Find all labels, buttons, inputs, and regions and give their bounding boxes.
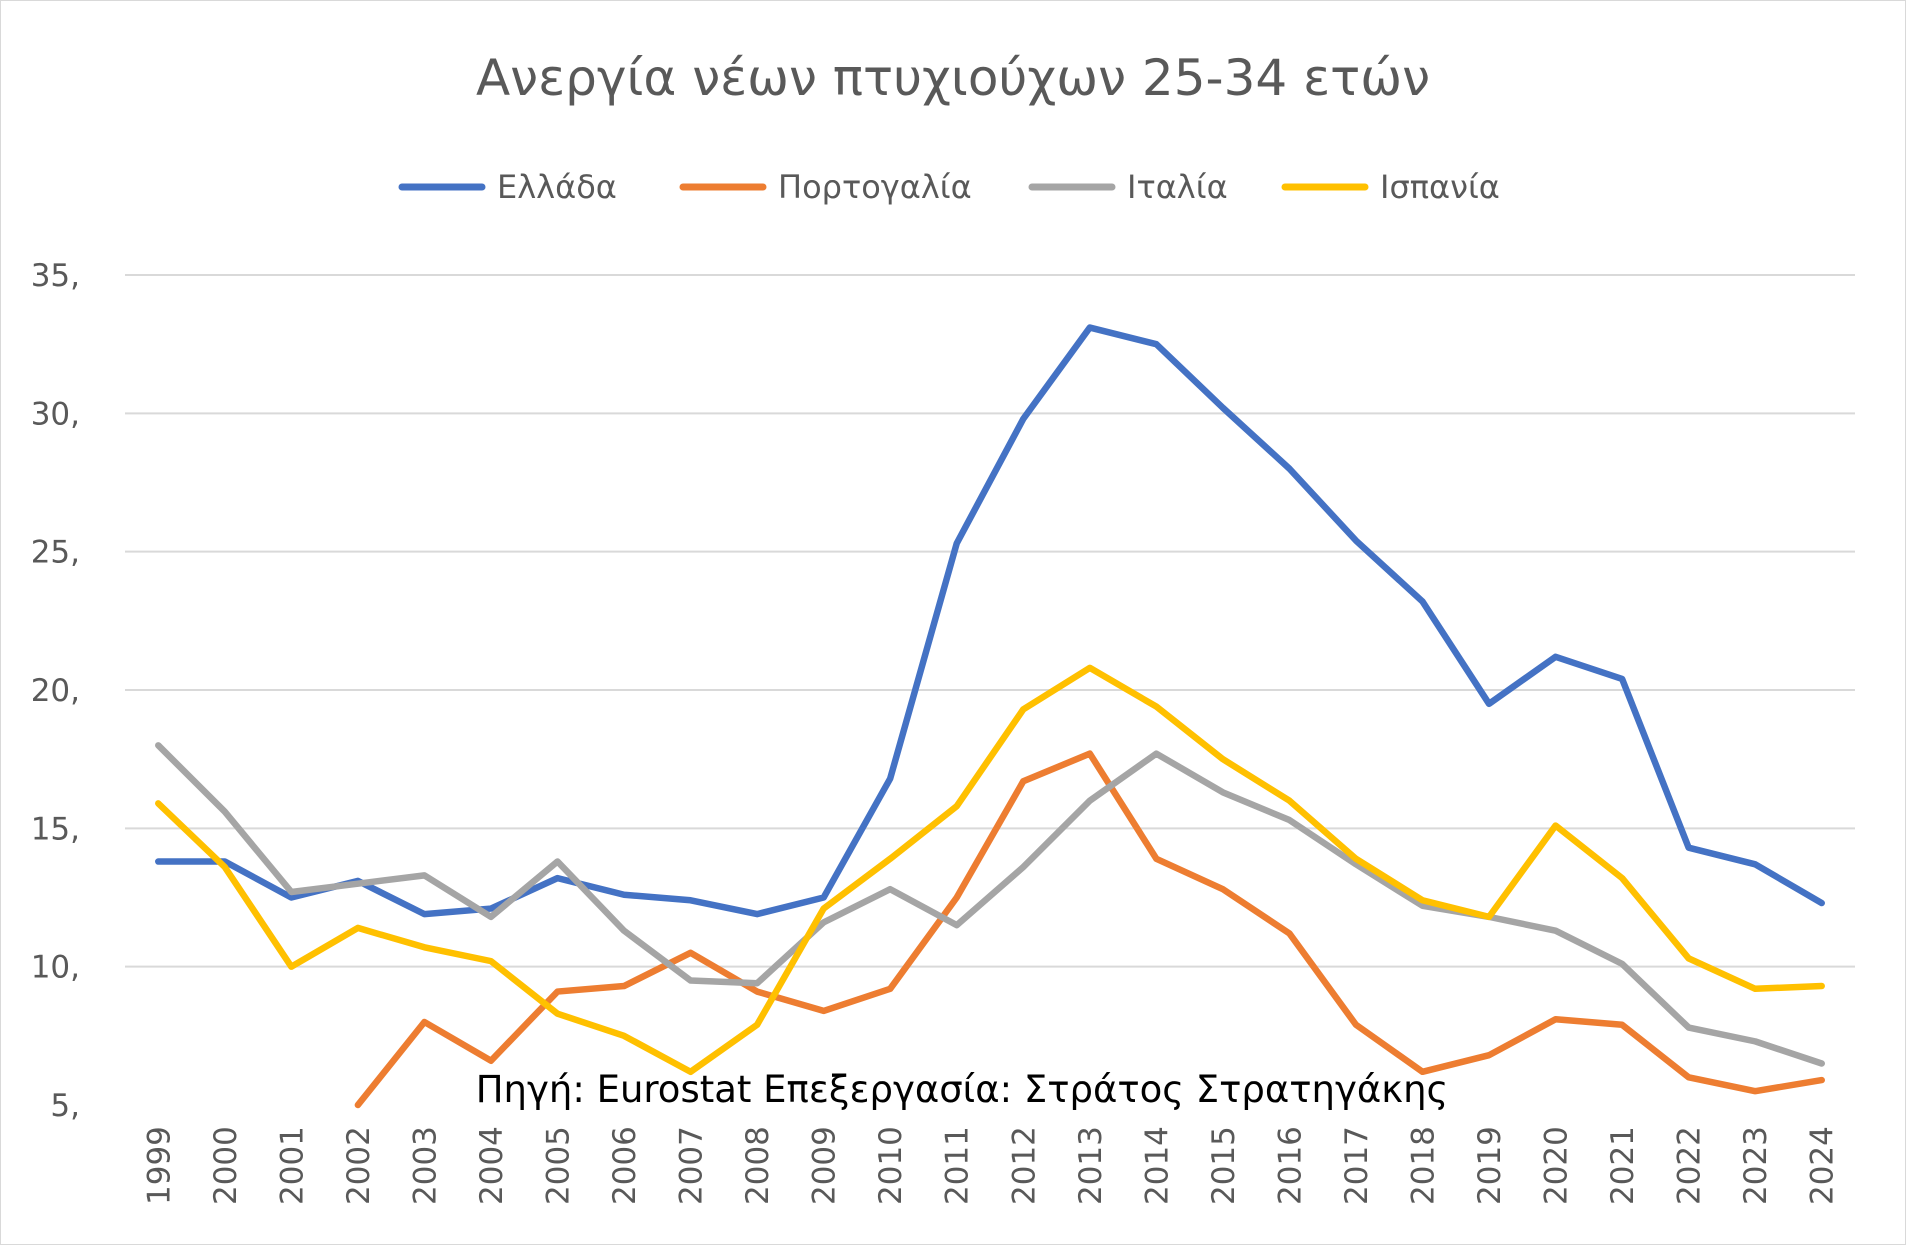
x-tick-label: 2002 xyxy=(341,1126,377,1205)
x-tick-label: 2022 xyxy=(1672,1126,1708,1205)
chart-title: Ανεργία νέων πτυχιούχων 25-34 ετών xyxy=(476,49,1430,107)
x-tick-label: 2005 xyxy=(541,1126,577,1205)
y-tick-label: 15, xyxy=(31,811,80,847)
series-lines xyxy=(155,324,1825,1109)
series-line-0 xyxy=(155,324,1825,918)
x-tick-label: 2021 xyxy=(1605,1126,1641,1205)
y-tick-label: 10, xyxy=(31,950,80,986)
x-tick-label: 2003 xyxy=(407,1126,443,1205)
x-tick-label: 2023 xyxy=(1738,1126,1774,1205)
x-tick-label: 2010 xyxy=(873,1126,909,1205)
series-line-1 xyxy=(354,750,1825,1109)
series-line-2 xyxy=(155,742,1825,1067)
x-tick-label: 1999 xyxy=(141,1126,177,1205)
series-line-3 xyxy=(155,664,1825,1076)
y-tick-label: 5, xyxy=(50,1088,80,1124)
y-tick-label: 20, xyxy=(31,673,80,709)
x-tick-label: 2009 xyxy=(807,1126,843,1205)
x-tick-label: 2014 xyxy=(1139,1126,1175,1205)
x-tick-label: 2015 xyxy=(1206,1126,1242,1205)
x-tick-label: 2020 xyxy=(1539,1126,1575,1205)
source-annotation: Πηγή: Eurostat Επεξεργασία: Στράτος Στρα… xyxy=(476,1068,1449,1111)
legend-label: Ιταλία xyxy=(1127,168,1228,206)
legend-label: Ισπανία xyxy=(1380,168,1500,206)
x-tick-label: 2019 xyxy=(1472,1126,1508,1205)
x-tick-label: 2024 xyxy=(1805,1126,1841,1205)
x-tick-label: 2011 xyxy=(940,1126,976,1205)
x-tick-label: 2017 xyxy=(1339,1126,1375,1205)
legend-label: Ελλάδα xyxy=(497,168,617,206)
x-tick-label: 2012 xyxy=(1006,1126,1042,1205)
x-tick-label: 2006 xyxy=(607,1126,643,1205)
x-tick-label: 2004 xyxy=(474,1126,510,1205)
y-tick-label: 30, xyxy=(31,396,80,432)
y-axis-ticks: 5, 10, 15, 20, 25, 30, 35, xyxy=(31,258,80,1124)
x-tick-label: 2008 xyxy=(740,1126,776,1205)
x-tick-label: 2016 xyxy=(1272,1126,1308,1205)
legend: Ελλάδα Πορτογαλία Ιταλία Ισπανία xyxy=(398,168,1500,206)
x-tick-label: 2013 xyxy=(1073,1126,1109,1205)
gridlines xyxy=(125,274,1855,968)
legend-label: Πορτογαλία xyxy=(778,168,972,206)
x-tick-label: 2018 xyxy=(1406,1126,1442,1205)
x-tick-label: 2000 xyxy=(208,1126,244,1205)
x-tick-label: 2007 xyxy=(674,1126,710,1205)
y-tick-label: 35, xyxy=(31,258,80,294)
x-axis-ticks: 1999 2000 2001 2002 2003 2004 2005 2006 2007 2008… xyxy=(141,1126,1840,1205)
y-tick-label: 25, xyxy=(31,535,80,571)
x-tick-label: 2001 xyxy=(274,1126,310,1205)
